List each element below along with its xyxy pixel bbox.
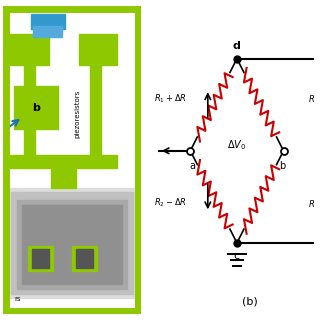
Text: (b): (b) xyxy=(242,296,258,306)
Text: $\Delta V_0$: $\Delta V_0$ xyxy=(227,138,246,152)
Bar xyxy=(10,156,117,168)
Bar xyxy=(28,246,53,271)
Bar xyxy=(31,14,65,29)
Bar xyxy=(22,204,122,284)
Bar xyxy=(90,60,101,160)
Text: rs: rs xyxy=(14,296,21,302)
Text: $R_2 - \Delta R$: $R_2 - \Delta R$ xyxy=(154,197,187,209)
Bar xyxy=(12,192,132,294)
Bar xyxy=(17,200,127,289)
Bar xyxy=(10,34,49,65)
Bar xyxy=(52,164,76,188)
Text: piezoresistors: piezoresistors xyxy=(75,90,81,138)
Bar xyxy=(24,60,35,160)
Bar xyxy=(34,26,62,37)
Text: a: a xyxy=(189,161,195,171)
Text: c: c xyxy=(234,251,240,260)
Bar xyxy=(32,249,49,268)
Bar xyxy=(79,34,117,65)
Text: b: b xyxy=(279,161,285,171)
Bar xyxy=(76,249,93,268)
Text: d: d xyxy=(233,41,241,51)
Text: $R$: $R$ xyxy=(308,197,315,209)
Bar xyxy=(14,86,58,129)
Bar xyxy=(72,246,97,271)
Text: b: b xyxy=(32,103,40,113)
Bar xyxy=(6,188,138,298)
Text: $R$: $R$ xyxy=(308,93,315,104)
Text: $R_1 + \Delta R$: $R_1 + \Delta R$ xyxy=(154,92,187,105)
